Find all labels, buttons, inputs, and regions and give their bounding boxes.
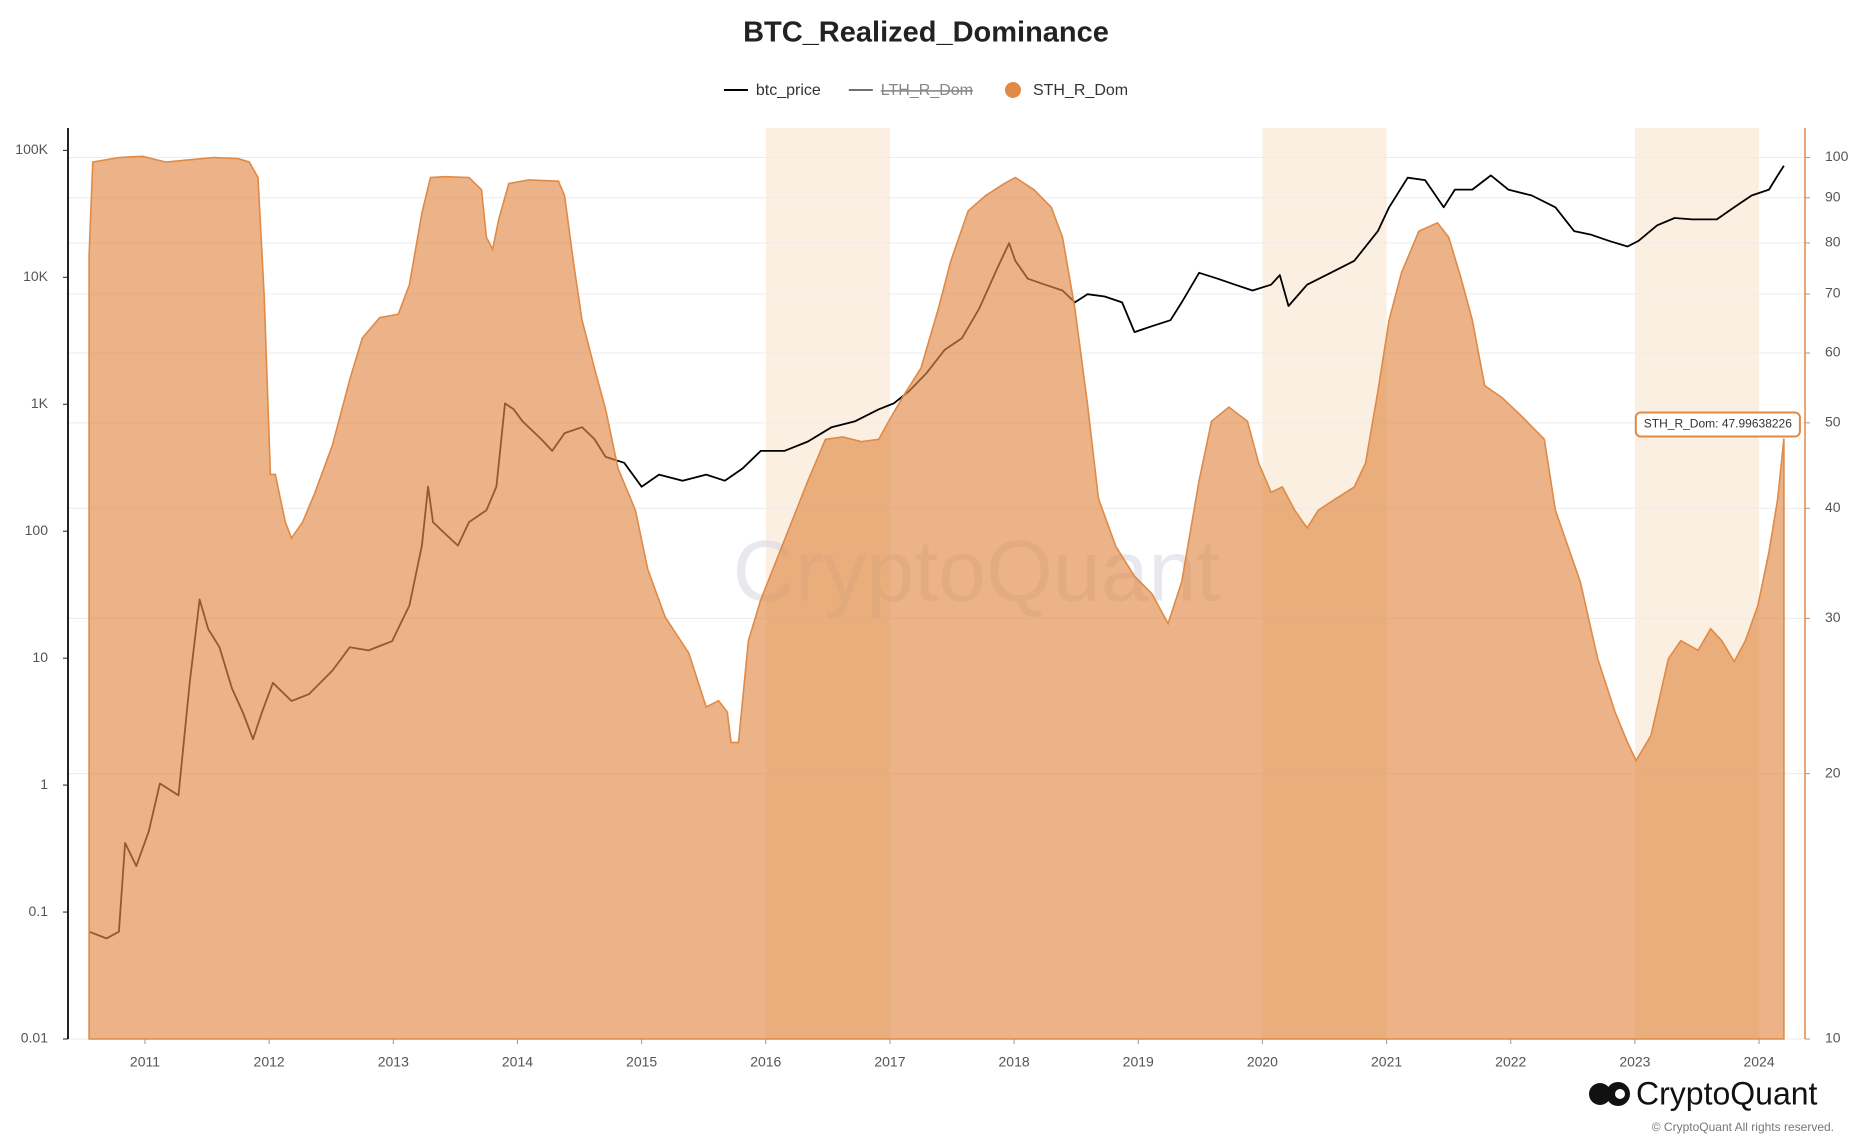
legend-item[interactable]: STH_R_Dom	[1004, 82, 1128, 99]
y2-tick-label: 100	[1825, 148, 1849, 164]
x-tick-label: 2020	[1247, 1054, 1278, 1070]
y2-tick-label: 90	[1825, 189, 1841, 205]
y-tick-label: 10	[32, 649, 48, 665]
y2-tick-label: 20	[1825, 764, 1841, 780]
y2-tick-label: 50	[1825, 414, 1841, 430]
x-tick-label: 2016	[750, 1054, 781, 1070]
y-tick-label: 0.01	[21, 1030, 48, 1046]
x-tick-label: 2012	[254, 1054, 285, 1070]
y-tick-label: 0.1	[29, 903, 49, 919]
brand-icon	[1589, 1083, 1611, 1105]
legend-item[interactable]: LTH_R_Dom	[848, 82, 973, 99]
brand-name: CryptoQuant	[1636, 1075, 1818, 1111]
dominance-area	[88, 155, 1785, 1040]
copyright: © CryptoQuant All rights reserved.	[1652, 1120, 1834, 1134]
legend: btc_price LTH_R_Dom STH_R_Dom	[723, 82, 1128, 99]
brand-logo: CryptoQuant	[1589, 1075, 1818, 1111]
legend-label: STH_R_Dom	[1033, 82, 1128, 99]
x-tick-label: 2021	[1371, 1054, 1402, 1070]
x-tick-label: 2018	[999, 1054, 1030, 1070]
chart-title: BTC_Realized_Dominance	[743, 17, 1109, 49]
legend-item[interactable]: btc_price	[723, 82, 821, 99]
legend-symbol	[1004, 82, 1021, 98]
x-tick-label: 2023	[1619, 1054, 1650, 1070]
tooltip: STH_R_Dom: 47.99638226	[1634, 411, 1801, 438]
y2-tick-label: 10	[1825, 1030, 1841, 1046]
y2-tick-label: 40	[1825, 499, 1841, 515]
x-tick-label: 2017	[874, 1054, 905, 1070]
y-tick-label: 1K	[31, 395, 49, 411]
y2-tick-label: 80	[1825, 234, 1841, 250]
x-tick-label: 2019	[1123, 1054, 1154, 1070]
y-tick-label: 10K	[23, 268, 49, 284]
tooltip-box	[1634, 411, 1801, 438]
legend-label: btc_price	[756, 82, 821, 99]
x-tick-label: 2014	[502, 1054, 533, 1070]
tooltip-text: STH_R_Dom: 47.99638226	[1644, 417, 1792, 431]
brand-icon	[1615, 1089, 1625, 1099]
y-tick-label: 100K	[15, 141, 48, 157]
y-tick-label: 100	[25, 522, 49, 538]
x-tick-label: 2013	[378, 1054, 409, 1070]
x-tick-label: 2011	[130, 1054, 160, 1070]
x-tick-label: 2022	[1495, 1054, 1526, 1070]
y2-tick-label: 60	[1825, 344, 1841, 360]
legend-label: LTH_R_Dom	[881, 82, 973, 99]
y2-tick-label: 30	[1825, 609, 1841, 625]
y-tick-label: 1	[40, 776, 48, 792]
y2-tick-label: 70	[1825, 285, 1841, 301]
x-tick-label: 2024	[1743, 1054, 1774, 1070]
x-tick-label: 2015	[626, 1054, 657, 1070]
